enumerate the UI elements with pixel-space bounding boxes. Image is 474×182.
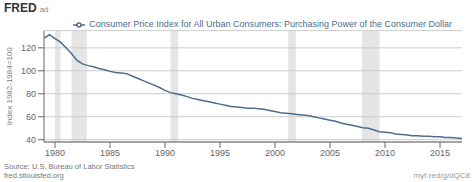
- svg-text:40: 40: [26, 135, 36, 145]
- svg-text:1995: 1995: [210, 148, 230, 158]
- svg-text:1980: 1980: [45, 148, 65, 158]
- svg-text:Index 1982-1984=100: Index 1982-1984=100: [8, 47, 14, 126]
- html-text:Source: U.S. Bureau of Labor S: Source: U.S. Bureau of Labor Statistics …: [4, 162, 135, 180]
- svg-text:2000: 2000: [265, 148, 285, 158]
- svg-text:100: 100: [21, 66, 36, 76]
- svg-text:1985: 1985: [100, 148, 120, 158]
- html-text:myf.red/g/dQC8: myf.red/g/dQC8: [413, 171, 470, 180]
- svg-text:1990: 1990: [155, 148, 175, 158]
- svg-text:2010: 2010: [375, 148, 395, 158]
- html-text:Consumer Price Index for All U: Consumer Price Index for All Urban Consu…: [89, 19, 452, 29]
- svg-text:80: 80: [26, 89, 36, 99]
- svg-text:120: 120: [21, 43, 36, 53]
- svg-text:60: 60: [26, 112, 36, 122]
- svg-text:2015: 2015: [430, 148, 450, 158]
- html-text:FRED ad: FRED ad: [4, 1, 49, 15]
- svg-text:2005: 2005: [320, 148, 340, 158]
